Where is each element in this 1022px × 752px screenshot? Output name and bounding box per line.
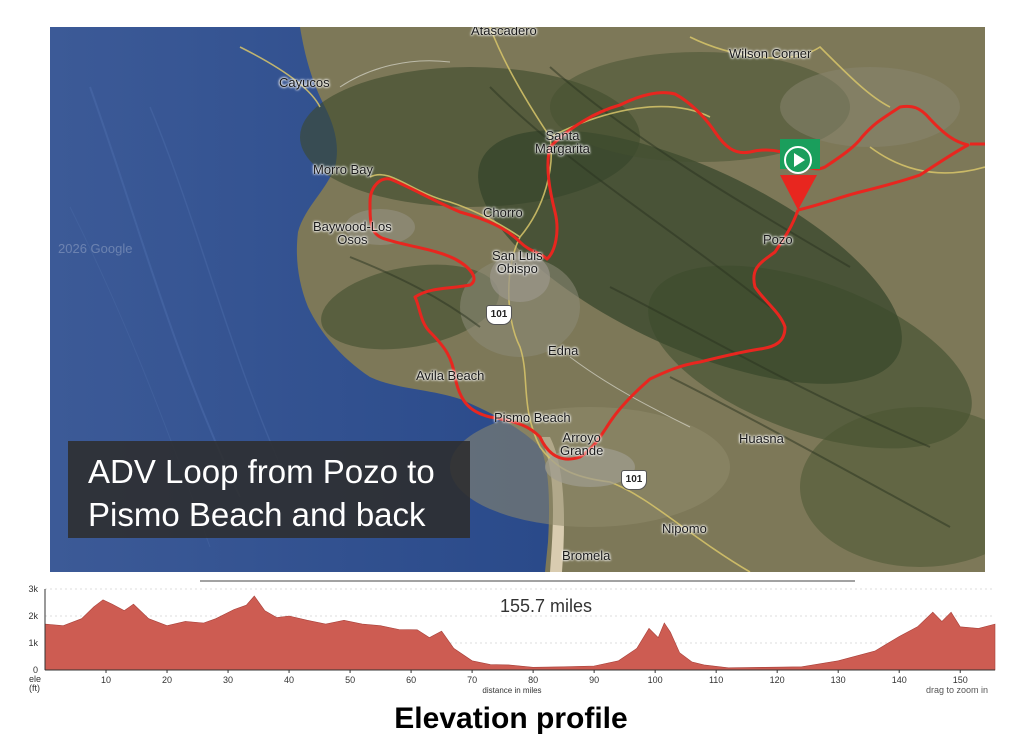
- map-view[interactable]: 2026 Google Atascadero Wilson Corner Cay…: [50, 27, 985, 572]
- highway-101-shield: 101: [621, 470, 647, 490]
- x-tick-label: 10: [101, 675, 111, 685]
- place-arroyo-line2: Grande: [560, 443, 604, 458]
- place-arroyo-grande[interactable]: Arroyo Grande: [560, 431, 603, 457]
- x-tick-label: 70: [467, 675, 477, 685]
- map-canvas[interactable]: [50, 27, 985, 572]
- place-nipomo[interactable]: Nipomo: [662, 521, 707, 536]
- x-tick-label: 60: [406, 675, 416, 685]
- elevation-area: [44, 595, 996, 671]
- route-distance: 155.7 miles: [500, 596, 592, 616]
- x-tick-label: 40: [284, 675, 294, 685]
- place-chorro[interactable]: Chorro: [483, 205, 523, 220]
- place-slo-line1: San Luis: [492, 248, 543, 263]
- place-san-luis-obispo[interactable]: San Luis Obispo: [492, 249, 543, 275]
- highway-101-shield: 101: [486, 305, 512, 325]
- x-tick-label: 90: [589, 675, 599, 685]
- route-track: [368, 91, 985, 461]
- place-baywood-line1: Baywood-Los: [313, 219, 392, 234]
- place-arroyo-line1: Arroyo: [562, 430, 601, 445]
- x-tick-label: 120: [770, 675, 785, 685]
- ocean: [50, 27, 550, 572]
- place-morro-bay[interactable]: Morro Bay: [313, 162, 373, 177]
- x-tick-label: 150: [953, 675, 968, 685]
- elevation-chart[interactable]: 0 1k 2k 3k 10 20 30 40 50 60 70 80 90 100 110 120 130 140…: [0, 578, 1022, 698]
- place-pismo-beach[interactable]: Pismo Beach: [494, 410, 571, 425]
- x-tick-label: 110: [709, 675, 723, 685]
- y-unit-label: ele: [29, 674, 41, 684]
- y-tick-label: 3k: [28, 584, 38, 594]
- place-atascadero[interactable]: Atascadero: [471, 27, 537, 38]
- place-cayucos[interactable]: Cayucos: [279, 75, 330, 90]
- start-marker-icon[interactable]: [780, 139, 820, 210]
- place-baywood-line2: Osos: [337, 232, 368, 247]
- place-santa-margarita-line2: Margarita: [535, 141, 590, 156]
- x-tick-label: 80: [528, 675, 538, 685]
- y-tick-label: 1k: [28, 638, 38, 648]
- zoom-hint: drag to zoom in: [926, 685, 988, 695]
- place-wilson-corner[interactable]: Wilson Corner: [729, 46, 812, 61]
- y-tick-label: 2k: [28, 611, 38, 621]
- route-title-line2: Pismo Beach and back: [88, 496, 426, 533]
- place-bromela[interactable]: Bromela: [562, 548, 611, 563]
- x-tick-label: 100: [648, 675, 663, 685]
- x-axis-label: distance in miles: [482, 686, 541, 695]
- elevation-profile[interactable]: 0 1k 2k 3k 10 20 30 40 50 60 70 80 90 100 110 120 130 140…: [0, 578, 1022, 698]
- route-title-line1: ADV Loop from Pozo to: [88, 453, 435, 490]
- place-edna[interactable]: Edna: [548, 343, 579, 358]
- y-tick-label: 0: [33, 665, 38, 675]
- map-watermark: 2026 Google: [58, 241, 133, 256]
- place-avila-beach[interactable]: Avila Beach: [416, 368, 485, 383]
- x-tick-label: 140: [892, 675, 907, 685]
- footer-caption: Elevation profile: [394, 702, 628, 735]
- x-tick-label: 30: [223, 675, 233, 685]
- place-baywood-los-osos[interactable]: Baywood-Los Osos: [313, 220, 392, 246]
- place-santa-margarita-line1: Santa: [545, 128, 580, 143]
- place-pozo[interactable]: Pozo: [763, 232, 793, 247]
- route-title-box: ADV Loop from Pozo to Pismo Beach and ba…: [68, 441, 470, 538]
- place-huasna[interactable]: Huasna: [739, 431, 784, 446]
- place-santa-margarita[interactable]: Santa Margarita: [535, 129, 590, 155]
- x-tick-label: 130: [831, 675, 846, 685]
- x-tick-label: 50: [345, 675, 355, 685]
- y-unit-label: (ft): [29, 683, 40, 693]
- place-slo-line2: Obispo: [496, 261, 538, 276]
- x-tick-label: 20: [162, 675, 172, 685]
